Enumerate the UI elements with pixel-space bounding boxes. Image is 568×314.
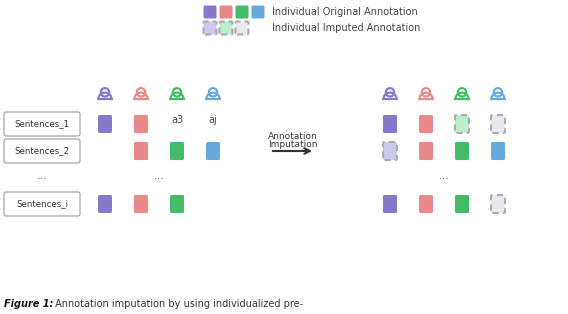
Text: Sentences_2: Sentences_2 [14, 147, 69, 155]
FancyBboxPatch shape [236, 6, 249, 19]
FancyBboxPatch shape [455, 142, 469, 160]
FancyBboxPatch shape [170, 142, 184, 160]
FancyBboxPatch shape [383, 115, 397, 133]
Text: Imputation: Imputation [268, 140, 318, 149]
Text: Sentences_i: Sentences_i [16, 199, 68, 208]
FancyBboxPatch shape [98, 115, 112, 133]
FancyBboxPatch shape [203, 21, 216, 35]
FancyBboxPatch shape [383, 142, 397, 160]
FancyBboxPatch shape [455, 115, 469, 133]
FancyBboxPatch shape [491, 195, 505, 213]
Text: ...: ... [36, 171, 48, 181]
Text: Annotation imputation by using individualized pre-: Annotation imputation by using individua… [52, 299, 303, 309]
FancyBboxPatch shape [203, 6, 216, 19]
Text: Figure 1:: Figure 1: [4, 299, 53, 309]
Text: Individual Imputed Annotation: Individual Imputed Annotation [272, 23, 420, 33]
FancyBboxPatch shape [419, 195, 433, 213]
FancyBboxPatch shape [134, 142, 148, 160]
Text: a2: a2 [420, 115, 432, 125]
FancyBboxPatch shape [383, 195, 397, 213]
Text: ...: ... [438, 171, 449, 181]
FancyBboxPatch shape [98, 195, 112, 213]
FancyBboxPatch shape [236, 21, 249, 35]
FancyBboxPatch shape [219, 21, 232, 35]
FancyBboxPatch shape [134, 195, 148, 213]
Text: a2: a2 [135, 115, 147, 125]
Text: Sentences_1: Sentences_1 [14, 120, 69, 128]
Text: a1: a1 [384, 115, 396, 125]
Text: a3: a3 [456, 115, 468, 125]
FancyBboxPatch shape [4, 192, 80, 216]
Text: Individual Original Annotation: Individual Original Annotation [272, 7, 417, 17]
FancyBboxPatch shape [419, 142, 433, 160]
FancyBboxPatch shape [455, 195, 469, 213]
FancyBboxPatch shape [491, 115, 505, 133]
Text: ...: ... [153, 171, 165, 181]
FancyBboxPatch shape [219, 6, 232, 19]
Text: aj: aj [208, 115, 218, 125]
FancyBboxPatch shape [252, 6, 265, 19]
FancyBboxPatch shape [419, 115, 433, 133]
Text: aj: aj [494, 115, 502, 125]
FancyBboxPatch shape [491, 142, 505, 160]
Text: a3: a3 [171, 115, 183, 125]
FancyBboxPatch shape [4, 139, 80, 163]
FancyBboxPatch shape [206, 142, 220, 160]
FancyBboxPatch shape [170, 195, 184, 213]
Text: a1: a1 [99, 115, 111, 125]
FancyBboxPatch shape [4, 112, 80, 136]
Text: Annotation: Annotation [268, 132, 318, 141]
FancyBboxPatch shape [134, 115, 148, 133]
